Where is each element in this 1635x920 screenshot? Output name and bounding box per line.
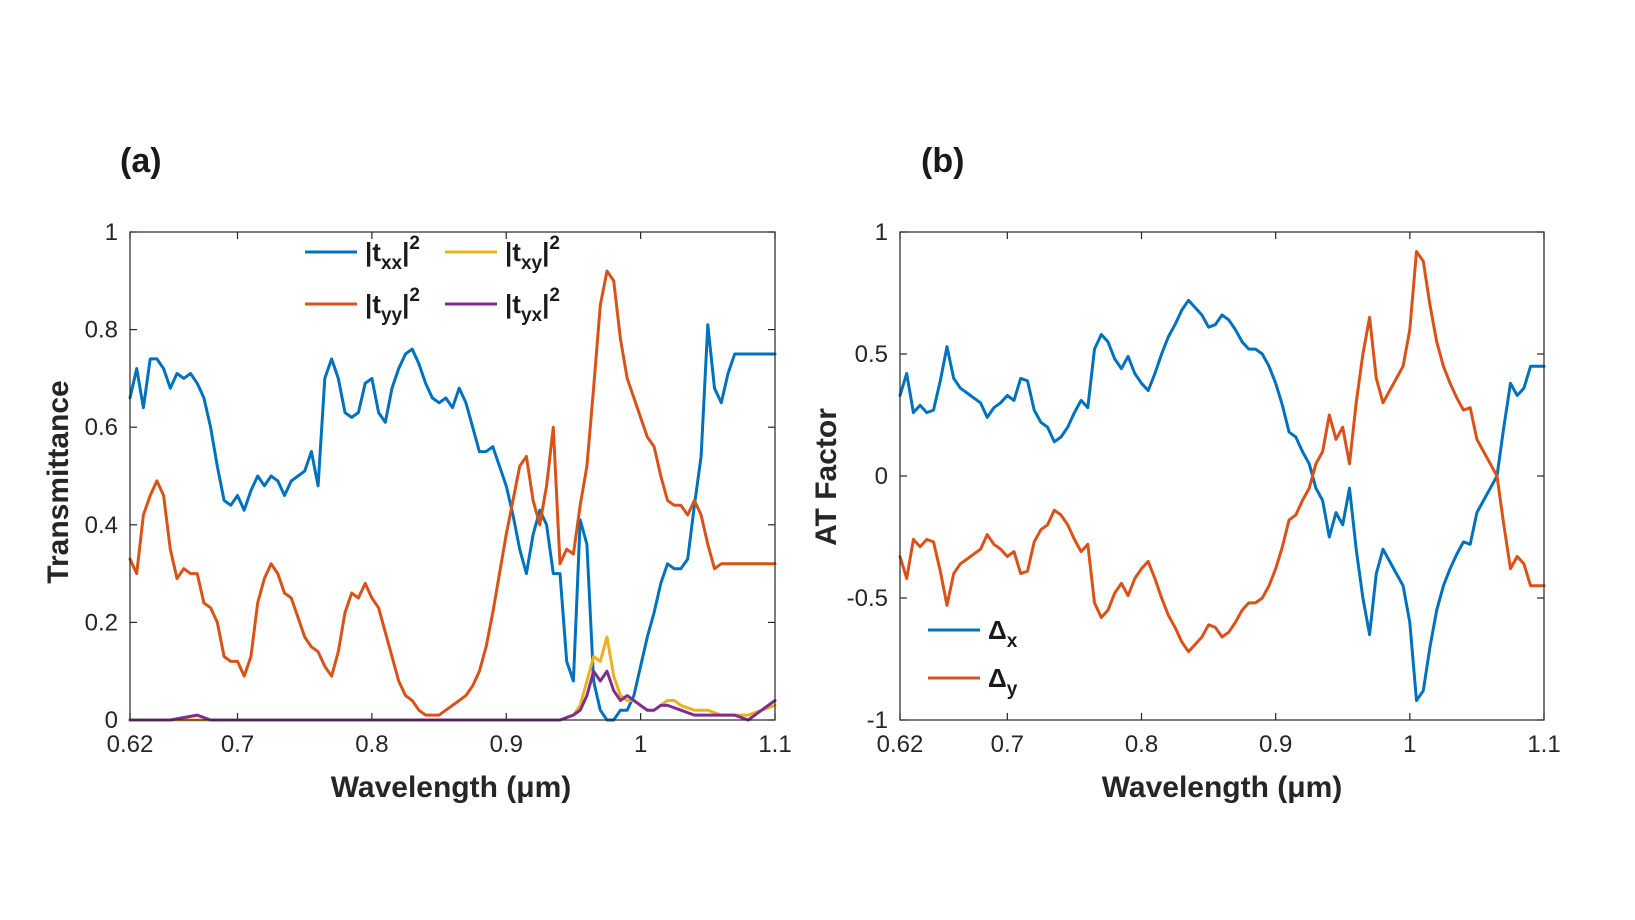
axis-ticks-a: 0.62 0.7 0.8 0.9 1 1.1 0 0.2 0.4 0.6 0.8 1: [85, 219, 792, 758]
y-tick-label: 0.4: [85, 512, 118, 539]
x-tick-label: 1.1: [758, 731, 791, 758]
y-axis-title-a: Transmittance: [42, 380, 75, 583]
y-tick-label: -0.5: [847, 585, 888, 612]
legend-label: Δy: [988, 663, 1018, 700]
x-tick-label: 0.7: [221, 731, 254, 758]
x-tick-label: 0.62: [107, 731, 154, 758]
legend-label: |txx|2: [365, 233, 420, 274]
legend-label: |tyx|2: [505, 285, 560, 326]
legend-label: |txy|2: [505, 233, 560, 274]
legend-label: |tyy|2: [365, 285, 420, 326]
x-tick-label: 0.7: [991, 731, 1024, 758]
y-tick-label: -1: [867, 707, 888, 734]
x-tick-label: 0.9: [490, 731, 523, 758]
y-tick-label: 0: [105, 707, 118, 734]
y-tick-label: 1: [875, 219, 888, 246]
y-axis-title-b: AT Factor: [810, 408, 843, 546]
panel-a: (a) Wavelength (μm) Transmittance 0.62 0.…: [42, 142, 792, 804]
y-tick-label: 0.8: [85, 317, 118, 344]
y-tick-label: 0.6: [85, 414, 118, 441]
plot-frame-a: [129, 231, 776, 721]
x-tick-label: 1.1: [1527, 731, 1560, 758]
x-tick-label: 1: [1403, 731, 1416, 758]
series-line-a-1: [128, 269, 777, 717]
y-tick-label: 0.2: [85, 609, 118, 636]
y-tick-label: 1: [105, 219, 118, 246]
series-line-b-0: [898, 298, 1546, 702]
x-axis-title-a: Wavelength (μm): [331, 771, 572, 804]
panel-label-a: (a): [120, 142, 162, 180]
plot-frame-b: [899, 231, 1545, 721]
x-tick-label: 0.62: [877, 731, 924, 758]
x-axis-title-b: Wavelength (μm): [1102, 771, 1343, 804]
x-tick-label: 0.8: [355, 731, 388, 758]
y-tick-label: 0: [875, 463, 888, 490]
y-tick-label: 0.5: [855, 341, 888, 368]
panel-b: (b) Wavelength (μm) AT Factor 0.62 0.7 0.8…: [810, 142, 1561, 804]
series-line-a-0: [128, 323, 777, 722]
legend-label: Δx: [988, 615, 1018, 652]
series-line-b-1: [898, 250, 1546, 654]
legend-b: Δx Δy: [928, 615, 1018, 700]
legend-a: |txx|2 |txy|2 |tyy|2 |tyx|2: [305, 233, 560, 326]
x-tick-label: 1: [634, 731, 647, 758]
x-tick-label: 0.8: [1125, 731, 1158, 758]
panel-label-b: (b): [921, 142, 964, 180]
x-tick-label: 0.9: [1259, 731, 1292, 758]
axis-ticks-b: 0.62 0.7 0.8 0.9 1 1.1 -1 -0.5 0 0.5 1: [847, 219, 1561, 758]
plot-lines-b: [898, 250, 1546, 702]
